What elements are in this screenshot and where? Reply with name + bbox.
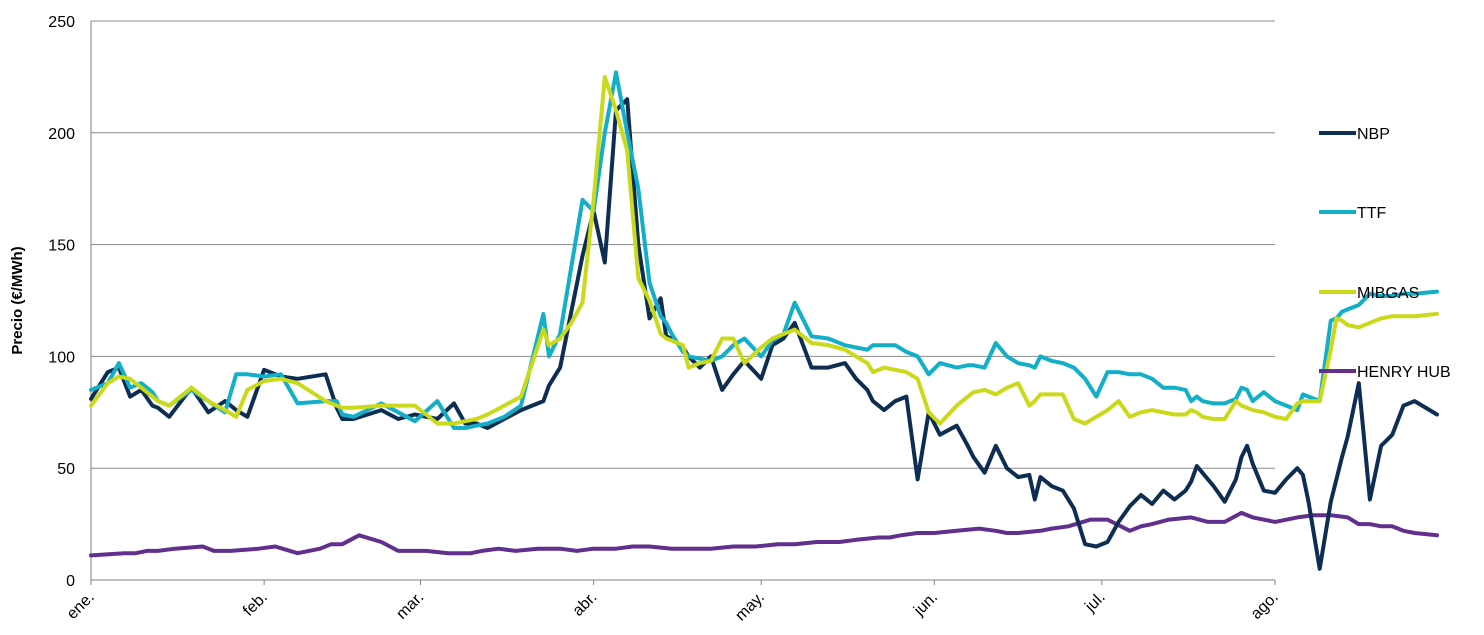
x-tick-label: jul. [1082, 589, 1109, 616]
series-line-ttf [89, 70, 1439, 430]
x-tick-label: jun. [910, 589, 941, 620]
legend-label-ttf: TTF [1357, 205, 1387, 222]
gridlines [91, 20, 1275, 469]
legend-label-henry-hub: HENRY HUB [1357, 364, 1451, 381]
legend-label-nbp: NBP [1357, 126, 1390, 143]
series-line-nbp [89, 97, 1439, 571]
series-line-henry-hub [89, 510, 1439, 558]
y-tick-label: 150 [48, 238, 75, 255]
legend: NBP TTF MIBGAS HENRY HUB [1319, 126, 1451, 381]
y-tick-label: 200 [48, 126, 75, 143]
y-tick-label: 100 [48, 349, 75, 366]
series-lines [89, 70, 1439, 571]
y-tick-label: 50 [57, 461, 75, 478]
x-tick-label: ago. [1248, 589, 1282, 623]
x-tick-label: abr. [570, 589, 601, 620]
x-tick-label: may. [732, 589, 768, 625]
y-tick-label: 250 [48, 14, 75, 31]
x-tick-label: mar. [393, 589, 427, 623]
y-axis-label: Precio (€/MWh) [9, 246, 26, 354]
y-tick-label: 0 [66, 573, 75, 590]
y-tick-labels: 0 50 100 150 200 250 [48, 14, 75, 590]
x-tick-label: ene. [64, 589, 98, 623]
series-line-mibgas [89, 74, 1439, 426]
legend-label-mibgas: MIBGAS [1357, 285, 1419, 302]
x-tick-label: feb. [240, 589, 271, 620]
x-tick-labels: ene. feb. mar. abr. may. jun. jul. ago. [64, 580, 1282, 625]
